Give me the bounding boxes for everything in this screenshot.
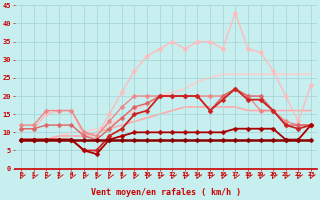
- X-axis label: Vent moyen/en rafales ( km/h ): Vent moyen/en rafales ( km/h ): [91, 188, 241, 197]
